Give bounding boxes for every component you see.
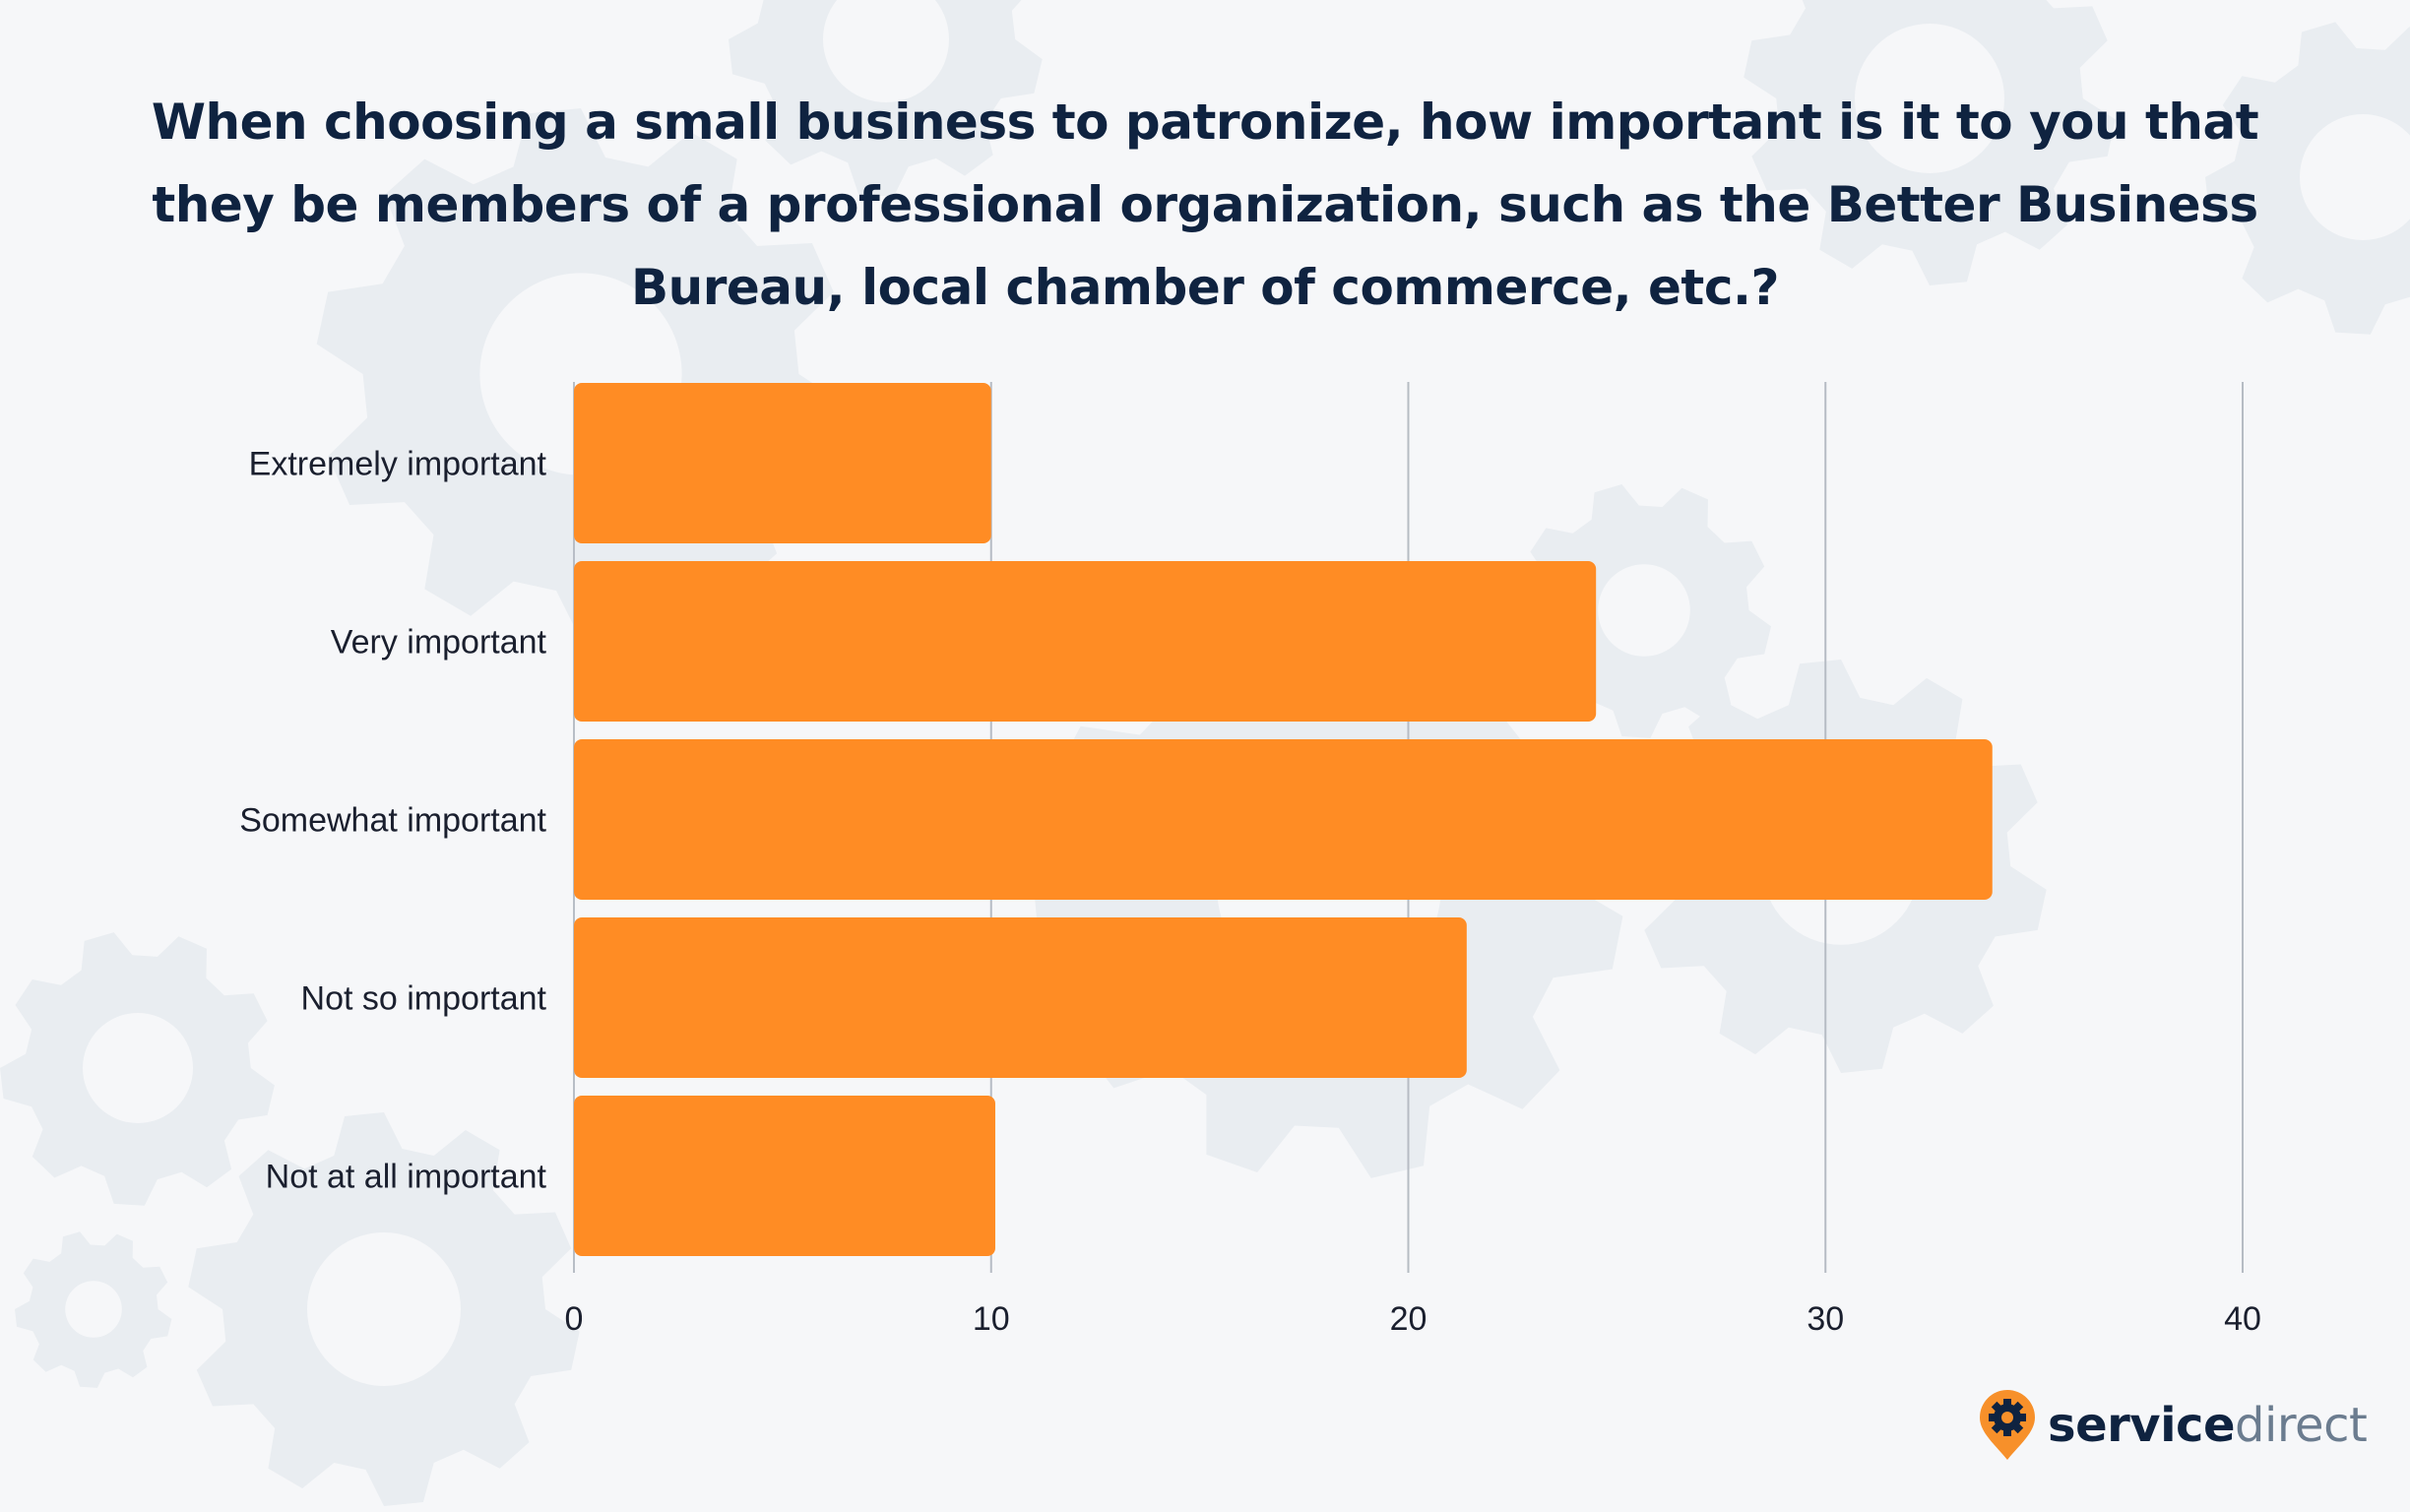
title-line-1: When choosing a small business to patron…: [151, 94, 2259, 151]
bars: [574, 383, 1993, 1256]
logo-wordmark: servicedirect: [2048, 1398, 2368, 1453]
category-label: Not at all important: [266, 1159, 547, 1196]
bar: [574, 917, 1467, 1078]
gear-shape: [15, 1231, 172, 1388]
chart-title: When choosing a small business to patron…: [148, 81, 2262, 329]
category-label: Not so important: [301, 980, 547, 1018]
x-tick-label: 0: [565, 1300, 584, 1338]
x-tick-label: 40: [2224, 1300, 2261, 1338]
x-tick-label: 20: [1390, 1300, 1427, 1338]
bar: [574, 739, 1993, 900]
category-labels: Extremely important Very important Somewha…: [239, 446, 546, 1196]
category-label: Extremely important: [249, 446, 547, 483]
bar: [574, 1096, 995, 1256]
servicedirect-logo: servicedirect: [1977, 1386, 2368, 1465]
category-label: Somewhat important: [239, 802, 546, 840]
gear-shape: [2205, 22, 2410, 335]
gear-shape: [0, 932, 275, 1206]
location-pin-gear-icon: [1980, 1390, 2035, 1460]
title-line-3: Bureau, local chamber of commerce, etc.?: [631, 259, 1779, 316]
gear-shape: [729, 0, 1043, 197]
title-line-2: they be members of a professional organi…: [152, 176, 2258, 233]
bar: [574, 561, 1597, 722]
x-tick-label: 10: [973, 1300, 1010, 1338]
gear-shape: [188, 1112, 580, 1506]
gear-shape: [1744, 0, 2116, 285]
x-tick-label: 30: [1807, 1300, 1844, 1338]
tick-labels: 0 10 20 30 40: [565, 1300, 2261, 1338]
logo-word-service: service: [2048, 1398, 2236, 1453]
logo-word-direct: direct: [2235, 1398, 2368, 1453]
category-label: Very important: [331, 624, 547, 662]
bar: [574, 383, 991, 543]
